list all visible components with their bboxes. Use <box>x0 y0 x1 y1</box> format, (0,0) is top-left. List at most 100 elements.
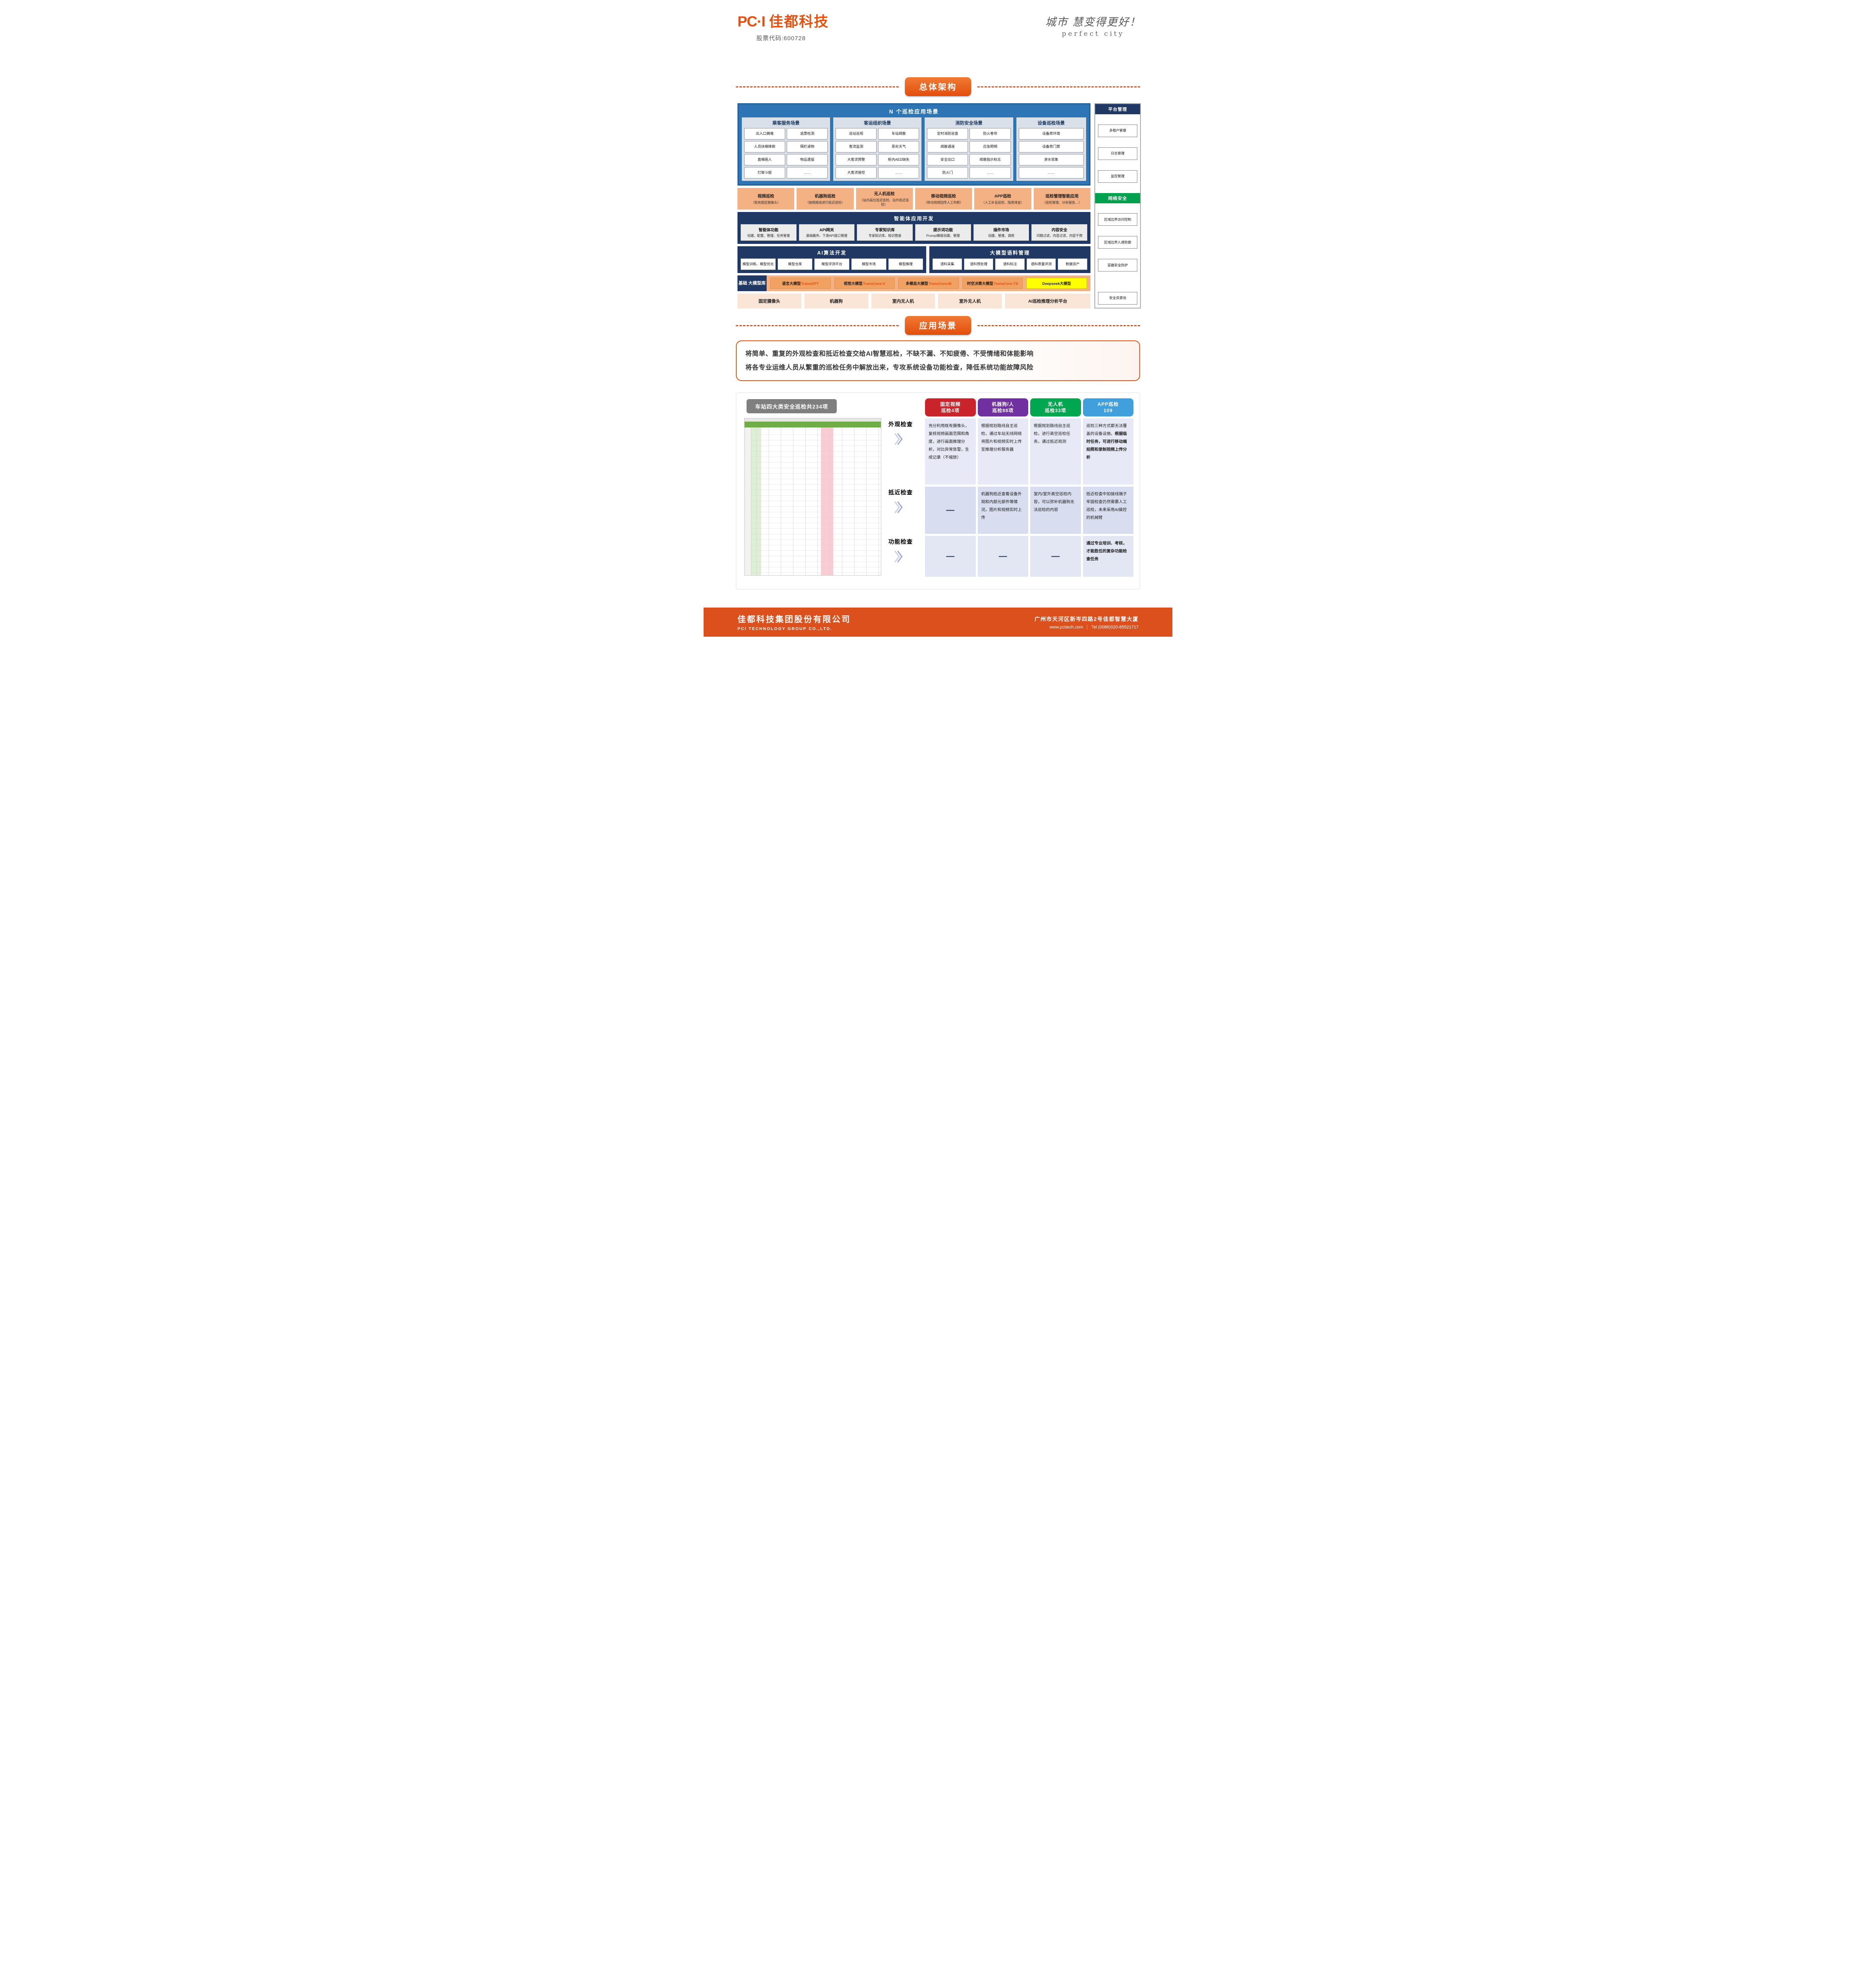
group-title: 乘客服务场景 <box>772 121 800 126</box>
model-box: 语言大模型TransGPT <box>770 277 831 289</box>
spreadsheet-green-column <box>751 427 761 575</box>
sidebar-item: 安全资源池 <box>1098 292 1137 305</box>
sidebar-item: 容器安全防护 <box>1098 259 1137 272</box>
slogan-cn: 城市 慧变得更好！ <box>1045 16 1141 28</box>
model-name: Deepseek大模型 <box>1042 281 1071 286</box>
brochure-page: PC·I 佳都科技 股票代码:600728 城市 慧变得更好！ perfect … <box>704 0 1172 637</box>
matrix-left-column: 车站四大类安全巡检共234项 <box>743 398 881 584</box>
mode-management-app: 巡检管理智能应用 （巡检管理、分析报告…） <box>1033 188 1090 210</box>
agent-card-title: 提示词功能 <box>933 228 953 233</box>
mode-title: 机器狗巡检 <box>815 193 836 199</box>
company-name-cn: 佳都科技集团股份有限公司 <box>737 615 851 624</box>
agent-cards: 智能体功能 创建、配置、管理、任务管理 API网关 基础服务、下游API接口管理… <box>741 224 1088 241</box>
algo-item: 模型仓库 <box>777 258 813 270</box>
agent-card-desc: 创建、管理、调用 <box>988 234 1014 238</box>
agent-card-desc: 基础服务、下游API接口管理 <box>806 234 847 238</box>
company-tel: Tel (0086)020-85521717 <box>1091 625 1139 630</box>
architecture-band: 总体架构 <box>736 77 1140 96</box>
device-item: 固定摄像头 <box>737 293 801 309</box>
mode-robot-dog: 机器狗巡检 （按照路线进行抵近巡检） <box>797 188 854 210</box>
scenario-item: 应急照明 <box>970 141 1011 152</box>
matrix-cell: 充分利用既有摄像头，复核视频画面范围和角度，进行画面推理分析，对比异常告警，生成… <box>925 418 976 485</box>
scenario-item: 大客流预警 <box>836 154 877 165</box>
corpus-panel: 大模型语料管理 语料采集 语料预处理 语料标注 语料质量评测 数据资产 <box>929 246 1090 273</box>
mode-subtitle: （站内高位抵近巡检、站外抵近巡检） <box>860 198 909 207</box>
sidebar-item: 多租户管理 <box>1098 124 1137 137</box>
matrix-cell: 机器狗抵近查看设备外观和内部元部件等情况，图片和视频实时上传 <box>977 487 1028 534</box>
agent-card: 提示词功能 Prompt模版创建、管理 <box>915 224 971 241</box>
device-item: 室外无人机 <box>938 293 1002 309</box>
spreadsheet-thumbnail <box>744 418 881 576</box>
stock-code: 股票代码:600728 <box>756 35 806 42</box>
scenario-item: 安全出口 <box>927 154 968 165</box>
agent-card-desc: 专家知识库、知识图谱 <box>868 234 901 238</box>
group-passenger-service: 乘客服务场景 出入口拥堵 逃票检测 人员扶梯摔倒 隔栏递物 直梯困人 物品遗留 … <box>742 117 830 181</box>
dash-mark: — <box>999 551 1007 561</box>
mode-subtitle: （移动视频回传人工判断） <box>924 200 963 204</box>
agent-card-desc: 创建、配置、管理、任务管理 <box>747 234 790 238</box>
corpus-item: 语料采集 <box>932 258 962 270</box>
page-header: PC·I 佳都科技 股票代码:600728 城市 慧变得更好！ perfect … <box>737 10 1141 42</box>
agent-card-title: 插件市场 <box>993 228 1009 233</box>
matrix-cell-empty: — <box>925 536 976 577</box>
col-badge-line1: APP巡检 <box>1097 401 1119 407</box>
matrix-cell: 巡检三种方式都无法覆盖的设备设施。根据临时任务，可进行移动端拍照和录制视频上传分… <box>1083 418 1133 485</box>
col-badge-drone: 无人机 巡检33项 <box>1030 398 1081 416</box>
row-label-close-inspection: 抵近检查 <box>888 487 923 534</box>
scenario-item: 设备房环境 <box>1018 128 1084 139</box>
scenarios-band: 应用场景 <box>736 316 1140 335</box>
mode-app: APP巡检 （人工补盲巡检、隐患排查） <box>974 188 1031 210</box>
architecture-diagram: N 个巡检应用场景 乘客服务场景 出入口拥堵 逃票检测 人员扶梯摔倒 隔栏递物 … <box>737 103 1141 309</box>
platform-sidebar: 平台管理 多租户管理 日志管理 监控管理 网络安全 区域边界访问控制 区域边界入… <box>1094 103 1141 309</box>
agent-card: 专家知识库 专家知识库、知识图谱 <box>857 224 913 241</box>
scenario-item: 车站疏散 <box>878 128 919 139</box>
matrix-right-column: 固定视频 巡检4项 机器狗/人 巡检88项 无人机 巡检33项 APP巡检 10… <box>888 398 1133 584</box>
inspection-matrix-panel: 车站四大类安全巡检共234项 固定视频 巡检4项 机器狗/人 巡检88项 <box>736 392 1140 589</box>
agent-card-title: 内容安全 <box>1051 228 1068 233</box>
scenario-item: …… <box>1018 167 1084 178</box>
corpus-item: 语料预处理 <box>964 258 994 270</box>
mode-title: 巡检管理智能应用 <box>1045 193 1079 199</box>
scenario-item: …… <box>878 167 919 178</box>
algo-item: 模型训练、模型优化 <box>741 258 776 270</box>
cell-text-bold: 通过专业培训、考核，才能胜任的复杂功能检查任务 <box>1086 541 1127 562</box>
agent-card-title: API网关 <box>819 228 834 233</box>
group-equipment-inspection: 设备巡检场景 设备房环境 设备房门禁 渗水现象 …… <box>1016 117 1086 181</box>
model-box-deepseek: Deepseek大模型 <box>1026 277 1087 289</box>
sidebar-item: 监控管理 <box>1098 170 1137 183</box>
agent-card-desc: Prompt模版创建、管理 <box>926 234 960 238</box>
inspection-modes-row: 视频巡检 （既有固定摄像头） 机器狗巡检 （按照路线进行抵近巡检） 无人机巡检 … <box>737 188 1090 210</box>
base-model-row: 基础 大模型库 语言大模型TransGPT 视觉大模型TransCore-V 多… <box>737 275 1090 291</box>
ai-algo-items: 模型训练、模型优化 模型仓库 模型评测平台 模型市场 模型推理 <box>741 258 923 270</box>
mode-subtitle: （人工补盲巡检、隐患排查） <box>981 200 1024 204</box>
corpus-items: 语料采集 语料预处理 语料标注 语料质量评测 数据资产 <box>932 258 1087 270</box>
model-name: 语言大模型 <box>782 281 801 286</box>
mode-title: 移动视频巡检 <box>931 193 956 199</box>
sidebar-item: 区域边界访问控制 <box>1098 213 1137 226</box>
matrix-cell: 抵近检查中如接线端子牢固检查仍然需要人工巡检，未来采用AI操控的机械臂 <box>1083 487 1133 534</box>
model-name: 视觉大模型 <box>843 281 863 286</box>
device-item: 室内无人机 <box>871 293 935 309</box>
scenario-item: 恶劣天气 <box>878 141 919 152</box>
intro-box: 将简单、重复的外观检查和抵近检查交给AI智慧巡检，不缺不漏、不知疲倦、不受情绪和… <box>736 340 1140 381</box>
row-label-text: 功能检查 <box>888 539 913 545</box>
scenario-item: 人员扶梯摔倒 <box>744 141 786 152</box>
scenario-item: 隔栏递物 <box>787 141 828 152</box>
scenario-item: 出入口拥堵 <box>744 128 786 139</box>
model-name: 时空决策大模型 <box>967 281 994 286</box>
algo-item: 模型评测平台 <box>814 258 850 270</box>
matrix-cell-empty: — <box>925 487 976 534</box>
scenario-groups: 乘客服务场景 出入口拥堵 逃票检测 人员扶梯摔倒 隔栏递物 直梯困人 物品遗留 … <box>742 117 1086 181</box>
scenario-item: 逃票检测 <box>787 128 828 139</box>
corpus-item: 数据资产 <box>1058 258 1087 270</box>
row-label-text: 外观检查 <box>888 422 913 428</box>
model-box: 时空决策大模型TransCore-TS <box>962 277 1023 289</box>
device-item: 机器狗 <box>804 293 868 309</box>
model-code: TransCore-M <box>928 281 952 286</box>
spreadsheet-pink-column <box>821 427 833 575</box>
company-website: www.pcitech.com <box>1049 625 1083 630</box>
dashed-line <box>736 86 899 87</box>
mode-subtitle: （既有固定摄像头） <box>751 200 781 204</box>
group-items: 出入口拥堵 逃票检测 人员扶梯摔倒 隔栏递物 直梯困人 物品遗留 打架斗殴 …… <box>744 128 828 178</box>
scenario-item: …… <box>787 167 828 178</box>
